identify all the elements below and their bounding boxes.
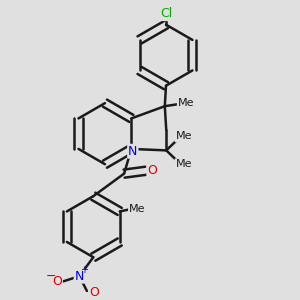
- Text: O: O: [89, 286, 99, 298]
- Text: N: N: [75, 270, 84, 283]
- Text: Cl: Cl: [160, 7, 172, 20]
- Text: Me: Me: [129, 203, 146, 214]
- Text: −: −: [46, 270, 56, 283]
- Text: O: O: [52, 275, 62, 288]
- Text: Me: Me: [176, 131, 192, 141]
- Text: Me: Me: [176, 159, 192, 169]
- Text: +: +: [80, 265, 88, 275]
- Text: Me: Me: [178, 98, 194, 108]
- Text: O: O: [147, 164, 157, 177]
- Text: N: N: [128, 145, 137, 158]
